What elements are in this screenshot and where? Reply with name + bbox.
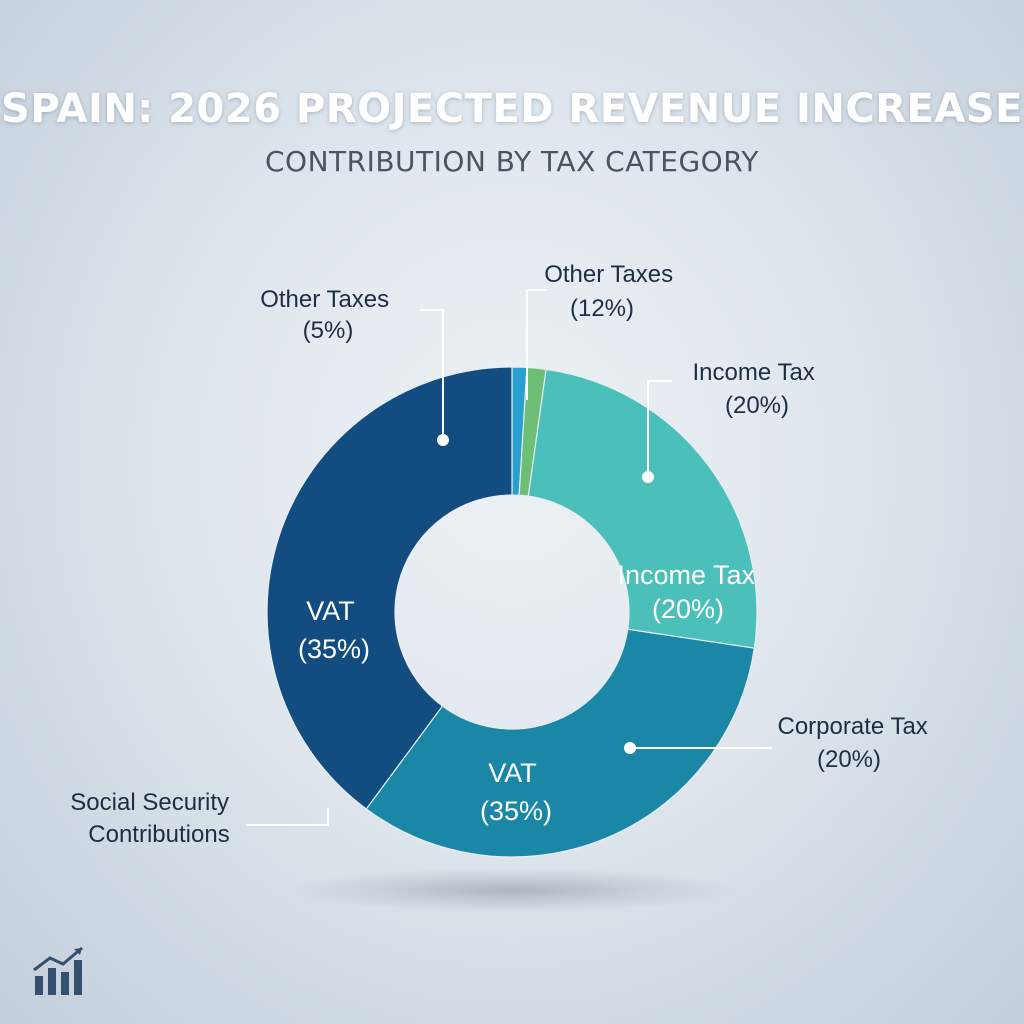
slice-corporate-tax xyxy=(365,628,755,858)
leader-lines xyxy=(246,289,772,826)
outside-labels: Other Taxes (5%) Other Taxes (12%) Incom… xyxy=(70,261,935,848)
label-corporate-tax: Corporate Tax (20%) xyxy=(778,713,935,773)
inside-labels: Income Tax (20%) VAT (35%) VAT (35%) xyxy=(298,560,762,826)
leader-dot-income-tax xyxy=(642,471,654,483)
inside-label-vat-left: VAT (35%) xyxy=(298,596,370,664)
chart-title: SPAIN: 2026 PROJECTED REVENUE INCREASE xyxy=(1,86,1023,132)
label-social-security: Social Security Contributions xyxy=(70,789,235,848)
chart-subtitle: CONTRIBUTION BY TAX CATEGORY xyxy=(265,145,759,178)
label-other-taxes-12: Other Taxes (12%) xyxy=(544,261,680,322)
leader-other-taxes-12 xyxy=(526,289,547,400)
label-other-taxes-5: Other Taxes (5%) xyxy=(260,286,396,344)
donut-slices xyxy=(266,366,758,858)
bar-chart-trend-icon xyxy=(33,946,83,995)
inside-label-vat-bottom: VAT (35%) xyxy=(480,758,552,826)
label-income-tax-outside: Income Tax (20%) xyxy=(693,359,822,419)
inside-label-income-tax: Income Tax (20%) xyxy=(617,560,762,624)
leader-social-security xyxy=(246,808,329,826)
leader-other-taxes-5 xyxy=(420,309,444,440)
donut-shadow xyxy=(292,868,732,912)
leader-dot-other-taxes-5 xyxy=(437,434,449,446)
leader-dot-corporate-tax xyxy=(624,742,636,754)
leader-income-tax xyxy=(647,380,672,477)
